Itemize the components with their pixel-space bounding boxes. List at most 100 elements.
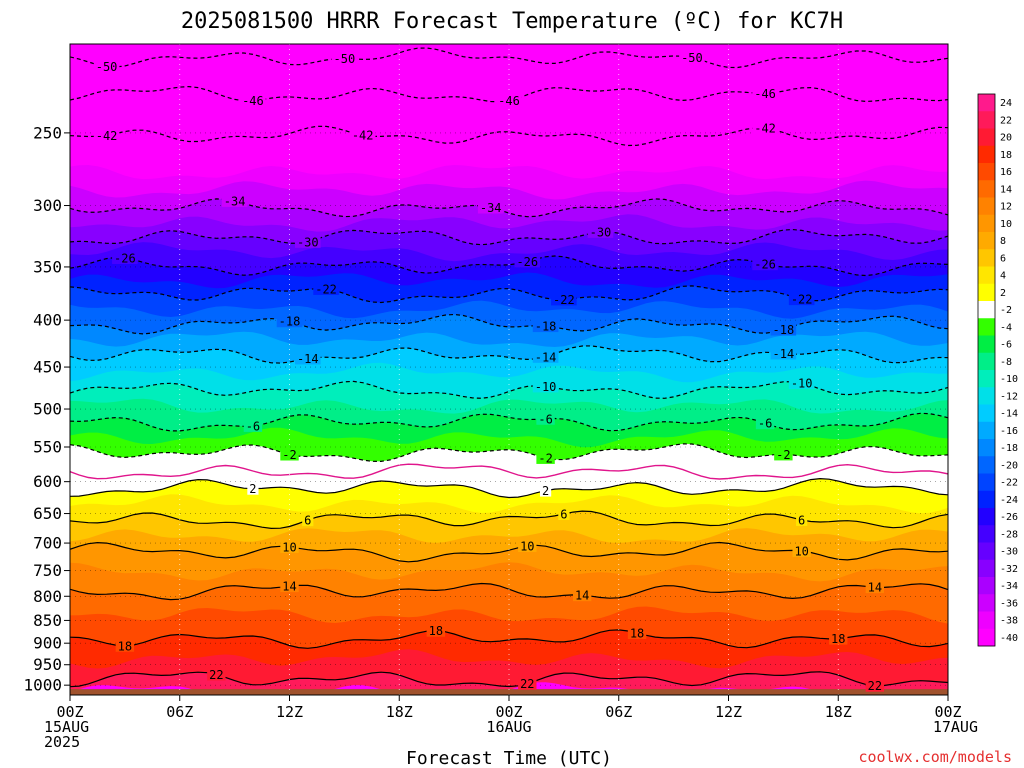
colorbar-swatch [978, 508, 995, 526]
x-tick-label: 18Z [825, 703, 852, 721]
isotherm--14 [70, 345, 948, 364]
contour-label: -26 [754, 258, 776, 272]
contour-label-bg [627, 626, 647, 640]
contour-label: -2 [282, 448, 296, 462]
contour-label-bg [276, 314, 303, 328]
contour-label-bg [247, 481, 259, 495]
contour-label-bg [865, 678, 885, 692]
contour-label: -42 [754, 122, 776, 136]
contour-label: -14 [297, 352, 319, 366]
contour-label: 18 [831, 632, 845, 646]
x-tick-label: 06Z [166, 703, 193, 721]
colorbar-label: -40 [1000, 633, 1018, 644]
colorbar-swatch [978, 387, 995, 405]
contour-label-bg [558, 507, 570, 521]
colorbar-swatch [978, 370, 995, 388]
grid-lines [70, 44, 948, 695]
contour-label-bg [294, 234, 321, 248]
isotherm--18 [70, 313, 948, 335]
colorbar-label: -30 [1000, 547, 1018, 558]
colorbar-label: -26 [1000, 512, 1018, 523]
y-tick-label: 600 [33, 472, 62, 491]
isotherm--30 [70, 228, 948, 246]
contour-label-bg [477, 200, 504, 214]
colorbar-swatch [978, 542, 995, 561]
contour-label: 18 [630, 627, 644, 641]
contour-label-bg [243, 418, 263, 432]
colorbar-swatch [978, 525, 995, 543]
colorbar-swatch [978, 232, 995, 250]
contour-label: -2 [538, 451, 552, 465]
colorbar-swatch [978, 180, 995, 198]
colorbar-frame [977, 93, 996, 647]
contour-label-bg [221, 193, 248, 207]
contour-label: -50 [96, 60, 118, 74]
colorbar-swatch [978, 128, 995, 147]
x-tick-label: 06Z [605, 703, 632, 721]
contour-label: -22 [315, 282, 337, 296]
x-tick-label: 17AUG [933, 718, 978, 736]
contour-label: -34 [480, 201, 502, 215]
contour-label: -50 [681, 51, 703, 65]
credit-label: coolwx.com/models [858, 748, 1012, 766]
colorbar-swatch [978, 628, 995, 647]
x-tick-label: 00Z [56, 703, 83, 721]
colorbar-swatch [978, 559, 995, 578]
contour-label: 22 [209, 668, 223, 682]
x-tick-label: 16AUG [486, 718, 531, 736]
contour-label: 2 [249, 482, 256, 496]
colorbar-label: 24 [1000, 98, 1012, 109]
contour-label-bg [518, 676, 537, 690]
colorbar-swatch [978, 214, 995, 233]
colorbar-swatch [978, 456, 995, 474]
colorbar-label: -20 [1000, 460, 1018, 471]
contour-label-bg [532, 349, 559, 363]
contour-label-bg [572, 588, 592, 602]
contour-label: 6 [304, 514, 311, 528]
colorbar-label: -16 [1000, 426, 1018, 437]
ground-band [70, 689, 948, 695]
colorbar-label: 22 [1000, 115, 1012, 126]
contour-label: -30 [297, 235, 319, 249]
contour-label: -34 [224, 194, 246, 208]
contour-label-bg [536, 411, 555, 425]
contour-label-bg [752, 257, 778, 271]
contour-label: -42 [352, 129, 374, 143]
colorbar-swatch [978, 439, 995, 457]
colorbar-label: -22 [1000, 478, 1018, 489]
colorbar-swatch [978, 145, 995, 164]
contour-label: 10 [794, 544, 808, 558]
colorbar-label: -18 [1000, 443, 1018, 454]
ground-layer [70, 689, 948, 695]
contour-label: -14 [535, 350, 557, 364]
contour-label: 22 [868, 679, 882, 693]
contour-label: 18 [118, 639, 132, 653]
contour-label-bg [518, 538, 537, 552]
contour-label-bg [115, 638, 135, 652]
x-tick-label: 12Z [715, 703, 742, 721]
x-tick-label: 2025 [44, 733, 80, 751]
y-tick-label: 1000 [23, 676, 62, 695]
y-tick-label: 650 [33, 504, 62, 523]
x-axis-title: Forecast Time (UTC) [406, 748, 612, 768]
x-tick-label: 00Z [934, 703, 961, 721]
contour-label-bg [755, 416, 775, 430]
contour-label: -26 [516, 255, 538, 269]
x-tick-label: 00Z [495, 703, 522, 721]
contour-label: -6 [246, 419, 260, 433]
y-tick-label: 800 [33, 587, 62, 606]
colorbar-swatch [978, 335, 995, 354]
colorbar-label: -34 [1000, 581, 1018, 592]
colorbar-swatch [978, 94, 995, 112]
temperature-bands [70, 44, 948, 695]
isotherm--34 [70, 198, 948, 218]
colorbar-label: -32 [1000, 564, 1018, 575]
colorbar-label: 10 [1000, 219, 1012, 230]
isotherm--6 [70, 412, 948, 432]
colorbar-label: -6 [1000, 340, 1012, 351]
contour-label-bg [280, 539, 299, 553]
contour-label: -10 [535, 380, 557, 394]
contour-label-bg [496, 93, 522, 107]
